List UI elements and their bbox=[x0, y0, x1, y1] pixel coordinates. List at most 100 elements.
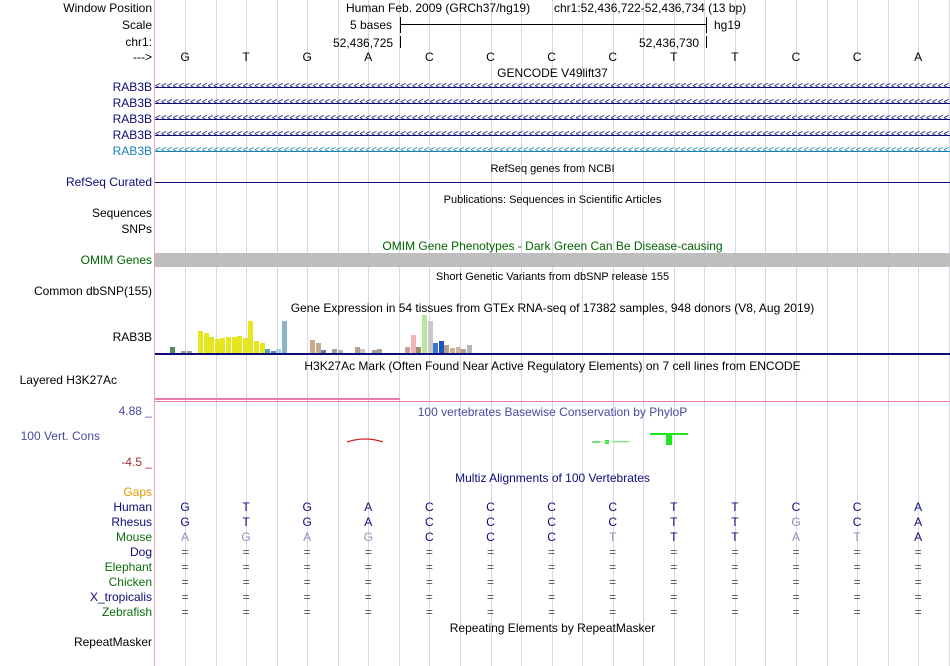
gtex-tissue-bar[interactable] bbox=[371, 350, 377, 353]
alignment-base: G bbox=[302, 500, 312, 514]
alignment-base: = bbox=[242, 575, 250, 589]
gtex-tissue-bar[interactable] bbox=[354, 347, 360, 353]
gtex-tissue-bar[interactable] bbox=[315, 343, 321, 353]
gencode-gene-label-5[interactable]: RAB3B bbox=[112, 144, 152, 158]
alignment-base: = bbox=[731, 605, 739, 619]
gtex-tissue-bar[interactable] bbox=[203, 333, 209, 353]
gridline bbox=[796, 0, 797, 666]
gtex-tissue-bar[interactable] bbox=[405, 347, 411, 353]
gencode-transcript-line[interactable] bbox=[155, 103, 950, 104]
gridline bbox=[552, 0, 553, 666]
gencode-gene-label-4[interactable]: RAB3B bbox=[112, 128, 152, 142]
sequence-base: T bbox=[670, 50, 678, 64]
publications-track-title: Publications: Sequences in Scientific Ar… bbox=[443, 194, 662, 206]
gencode-gene-label-3[interactable]: RAB3B bbox=[112, 112, 152, 126]
gtex-tissue-bar[interactable] bbox=[276, 349, 282, 353]
gtex-tissue-bar[interactable] bbox=[360, 349, 366, 353]
gtex-tissue-bar[interactable] bbox=[237, 336, 243, 353]
alignment-base: = bbox=[181, 575, 189, 589]
gtex-tissue-bar[interactable] bbox=[466, 345, 472, 353]
alignment-base: = bbox=[670, 545, 678, 559]
gtex-tissue-bar[interactable] bbox=[186, 351, 192, 353]
phylop-positive-bar bbox=[666, 435, 672, 445]
gridline bbox=[582, 0, 583, 666]
species-label-human: Human bbox=[113, 500, 152, 514]
alignment-base: = bbox=[548, 575, 556, 589]
gtex-tissue-bar[interactable] bbox=[209, 337, 215, 353]
alignment-base: = bbox=[853, 575, 861, 589]
gtex-tissue-bar[interactable] bbox=[416, 347, 422, 353]
track-data-pane[interactable]: Human Feb. 2009 (GRCh37/hg19) chr1:52,43… bbox=[155, 0, 950, 666]
assembly-text: Human Feb. 2009 (GRCh37/hg19) bbox=[346, 1, 531, 15]
alignment-base: G bbox=[302, 515, 312, 529]
gencode-transcript-line[interactable] bbox=[155, 151, 950, 152]
alignment-base: = bbox=[548, 590, 556, 604]
gtex-tissue-bar[interactable] bbox=[270, 351, 276, 353]
gtex-tissue-bar[interactable] bbox=[214, 339, 220, 353]
gtex-tissue-bar[interactable] bbox=[265, 349, 271, 353]
sequences-track-label[interactable]: Sequences bbox=[91, 206, 152, 220]
gtex-tissue-bar[interactable] bbox=[181, 351, 187, 353]
gtex-tissue-bar[interactable] bbox=[282, 321, 287, 353]
repeatmasker-track-label[interactable]: RepeatMasker bbox=[73, 635, 152, 649]
alignment-base: = bbox=[548, 560, 556, 574]
strand-arrows: <<<<<<<<<<<<<<<<<<<<<<<<<<<<<<<<<<<<<<<<… bbox=[155, 98, 950, 108]
gencode-gene-label-2[interactable]: RAB3B bbox=[112, 96, 152, 110]
gtex-tissue-bar[interactable] bbox=[338, 350, 343, 353]
conservation-track-label[interactable]: 100 Vert. Cons bbox=[20, 429, 100, 443]
gtex-tissue-bar[interactable] bbox=[444, 345, 450, 353]
coord-right-text: 52,436,730 bbox=[639, 36, 700, 50]
refseq-gene-line[interactable] bbox=[155, 182, 950, 183]
gencode-transcript-line[interactable] bbox=[155, 119, 950, 120]
gridline bbox=[765, 0, 766, 666]
gtex-tissue-bar[interactable] bbox=[254, 341, 259, 353]
gencode-transcript-line[interactable] bbox=[155, 135, 950, 136]
alignment-base: G bbox=[791, 515, 801, 529]
gtex-tissue-bar[interactable] bbox=[226, 337, 231, 353]
alignment-base: C bbox=[852, 515, 862, 529]
alignment-base: C bbox=[486, 530, 495, 544]
gtex-tissue-bar[interactable] bbox=[377, 349, 383, 353]
snps-track-label[interactable]: SNPs bbox=[121, 222, 152, 236]
gtex-tissue-bar[interactable] bbox=[310, 340, 315, 353]
h3k27ac-track-title: H3K27Ac Mark (Often Found Near Active Re… bbox=[304, 359, 801, 373]
gtex-tissue-bar[interactable] bbox=[332, 349, 338, 353]
refseq-track-label[interactable]: RefSeq Curated bbox=[65, 175, 152, 189]
gtex-tissue-bar[interactable] bbox=[248, 321, 254, 353]
conservation-max-label: 4.88 _ bbox=[118, 404, 152, 418]
alignment-base: = bbox=[792, 545, 800, 559]
gtex-tissue-bar[interactable] bbox=[450, 348, 455, 353]
gtex-tissue-bar[interactable] bbox=[461, 349, 467, 353]
gtex-tissue-bar[interactable] bbox=[455, 347, 461, 353]
gridline bbox=[643, 0, 644, 666]
gencode-transcript-line[interactable] bbox=[155, 87, 950, 88]
gtex-gene-label[interactable]: RAB3B bbox=[112, 330, 152, 344]
gtex-tissue-bar[interactable] bbox=[170, 347, 175, 353]
gtex-tissue-bar[interactable] bbox=[242, 338, 248, 353]
omim-gene-bar[interactable] bbox=[155, 253, 950, 267]
strand-arrows: <<<<<<<<<<<<<<<<<<<<<<<<<<<<<<<<<<<<<<<<… bbox=[155, 82, 950, 92]
gtex-tissue-bar[interactable] bbox=[198, 331, 203, 353]
alignment-base: = bbox=[364, 590, 372, 604]
gtex-tissue-bar[interactable] bbox=[422, 315, 427, 353]
alignment-base: = bbox=[364, 605, 372, 619]
phylop-positive-bar bbox=[650, 433, 688, 435]
omim-track-label[interactable]: OMIM Genes bbox=[80, 253, 152, 267]
gencode-gene-label-1[interactable]: RAB3B bbox=[112, 80, 152, 94]
gtex-tissue-bar[interactable] bbox=[231, 337, 237, 353]
gtex-tissue-bar[interactable] bbox=[220, 338, 226, 353]
h3k27ac-track-label[interactable]: Layered H3K27Ac bbox=[19, 373, 117, 387]
gtex-tissue-bar[interactable] bbox=[433, 343, 439, 353]
alignment-base: T bbox=[242, 500, 250, 514]
gtex-tissue-bar[interactable] bbox=[321, 350, 327, 353]
alignment-base: = bbox=[548, 605, 556, 619]
dbsnp-track-label[interactable]: Common dbSNP(155) bbox=[33, 284, 152, 298]
gtex-tissue-bar[interactable] bbox=[438, 341, 444, 353]
gtex-tissue-bar[interactable] bbox=[427, 321, 433, 353]
gtex-tissue-bar[interactable] bbox=[259, 343, 265, 353]
alignment-base: A bbox=[914, 515, 923, 529]
alignment-base: = bbox=[853, 545, 861, 559]
alignment-base: C bbox=[486, 500, 495, 514]
gtex-tissue-bar[interactable] bbox=[410, 335, 416, 353]
